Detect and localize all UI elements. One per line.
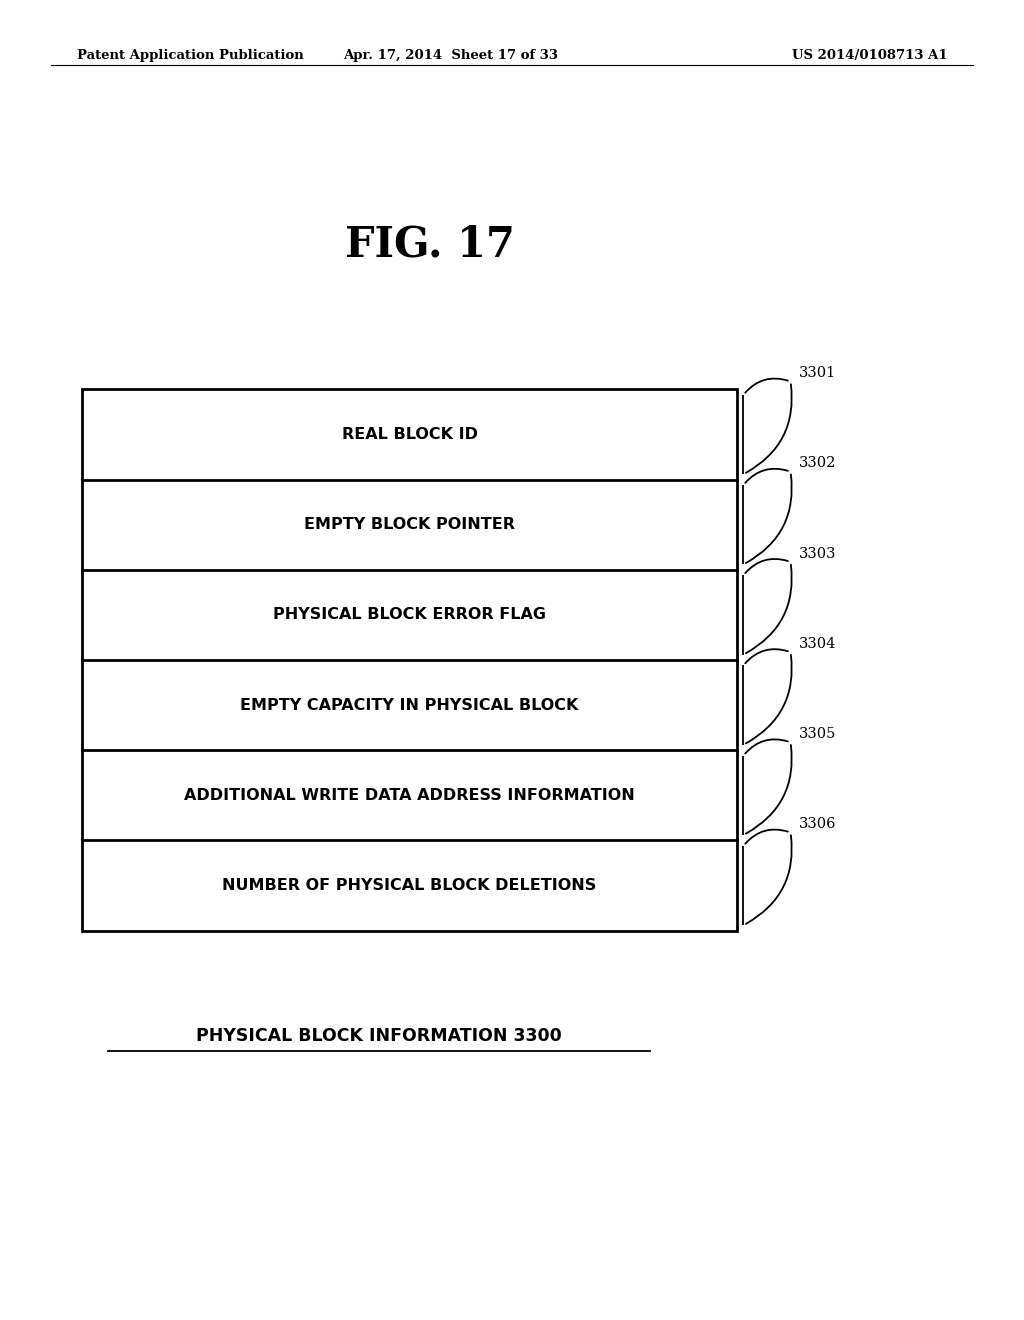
Text: REAL BLOCK ID: REAL BLOCK ID <box>342 426 477 442</box>
Text: 3303: 3303 <box>799 546 837 561</box>
Text: 3306: 3306 <box>799 817 837 832</box>
Text: EMPTY CAPACITY IN PHYSICAL BLOCK: EMPTY CAPACITY IN PHYSICAL BLOCK <box>241 697 579 713</box>
Text: Apr. 17, 2014  Sheet 17 of 33: Apr. 17, 2014 Sheet 17 of 33 <box>343 49 558 62</box>
Text: 3301: 3301 <box>799 366 836 380</box>
Text: US 2014/0108713 A1: US 2014/0108713 A1 <box>792 49 947 62</box>
Text: 3304: 3304 <box>799 636 836 651</box>
Bar <box>82 389 737 931</box>
Text: 3302: 3302 <box>799 457 836 470</box>
Text: EMPTY BLOCK POINTER: EMPTY BLOCK POINTER <box>304 517 515 532</box>
Text: Patent Application Publication: Patent Application Publication <box>77 49 303 62</box>
Text: 3305: 3305 <box>799 727 836 741</box>
Text: FIG. 17: FIG. 17 <box>345 223 515 265</box>
Text: PHYSICAL BLOCK INFORMATION 3300: PHYSICAL BLOCK INFORMATION 3300 <box>196 1027 562 1045</box>
Text: ADDITIONAL WRITE DATA ADDRESS INFORMATION: ADDITIONAL WRITE DATA ADDRESS INFORMATIO… <box>184 788 635 803</box>
Text: NUMBER OF PHYSICAL BLOCK DELETIONS: NUMBER OF PHYSICAL BLOCK DELETIONS <box>222 878 597 894</box>
Text: PHYSICAL BLOCK ERROR FLAG: PHYSICAL BLOCK ERROR FLAG <box>273 607 546 623</box>
